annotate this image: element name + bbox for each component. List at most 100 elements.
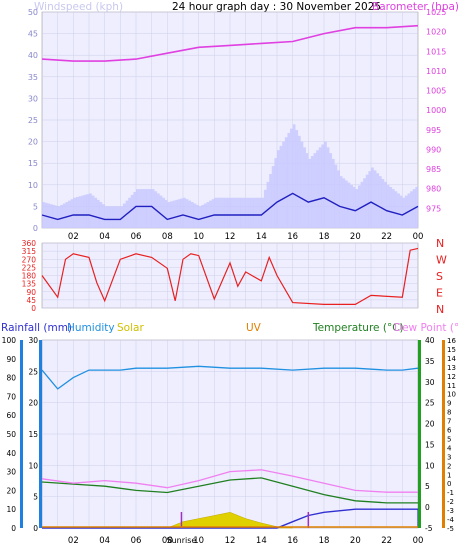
solar-legend: Solar	[117, 322, 144, 334]
gust-bar	[258, 197, 262, 228]
gust-bar	[243, 197, 246, 228]
compass-label: S	[436, 270, 443, 283]
gust-bar	[112, 206, 116, 228]
barometer-tick-label: 1025	[426, 8, 446, 17]
gust-bar	[402, 197, 406, 228]
humidity-tick-label: 70	[6, 392, 16, 401]
barometer-tick-label: 990	[426, 145, 441, 154]
temperature-tick-label: 30	[425, 378, 435, 387]
gust-bar	[295, 130, 299, 228]
humidity-tick-label: 30	[6, 468, 16, 477]
gust-bar	[284, 137, 288, 228]
time-tick-label: 22	[381, 232, 392, 242]
gust-bar	[133, 192, 137, 228]
dewpoint-tick-label: 6	[447, 427, 452, 435]
dewpoint-tick-label: 13	[447, 364, 456, 372]
sunrise-label: Sunrise	[167, 536, 197, 544]
temperature-tick-label: 25	[425, 399, 435, 408]
barometer-tick-label: 1000	[426, 106, 446, 115]
temperature-tick-label: 10	[425, 461, 435, 470]
humidity-tick-label: 100	[2, 336, 17, 345]
gust-bar	[102, 204, 105, 228]
dewpoint-tick-label: 12	[447, 373, 456, 381]
direction-tick-label: 360	[22, 239, 37, 248]
wind-tick-label: 20	[28, 138, 38, 147]
wind-tick-label: 40	[28, 51, 38, 60]
time-tick-label: 14	[256, 536, 267, 544]
time-tick-label: 16	[287, 536, 298, 544]
gust-bar	[256, 197, 259, 228]
time-tick-label: 18	[319, 232, 330, 242]
gust-bar	[381, 179, 385, 228]
wind-direction-line	[41, 247, 419, 305]
barometer-tick-label: 1015	[426, 47, 446, 56]
gust-bar	[65, 202, 69, 228]
gust-bar	[81, 195, 84, 228]
rain-tick-label: 0	[33, 524, 38, 533]
gust-bar	[75, 197, 79, 228]
rain-tick-label: 30	[28, 336, 38, 345]
gust-bar	[91, 195, 95, 228]
wind-tick-label: 35	[28, 73, 38, 82]
gust-bar	[68, 200, 71, 228]
gust-bar	[156, 193, 160, 228]
gust-bar	[337, 170, 340, 228]
gust-bar	[52, 204, 56, 228]
direction-tick-label: 45	[26, 296, 36, 305]
temperature-tick-label: -5	[425, 524, 433, 533]
wind-tick-label: 10	[28, 181, 38, 190]
dewpoint-line	[41, 469, 418, 493]
gust-bar	[107, 206, 111, 228]
gust-bar	[245, 197, 249, 228]
dewpoint-tick-label: 14	[447, 355, 456, 363]
wind-tick-label: 5	[33, 202, 38, 211]
gust-bar	[376, 173, 380, 228]
gust-bar	[331, 158, 335, 228]
gust-bar	[167, 202, 171, 228]
gust-bar	[342, 178, 346, 228]
gust-bar	[62, 203, 66, 228]
gust-bar	[391, 189, 395, 228]
gust-bar	[188, 200, 192, 228]
dewpoint-tick-label: 2	[447, 462, 451, 470]
gust-bar	[318, 147, 322, 228]
gust-bar	[49, 204, 53, 228]
compass-label: N	[436, 237, 444, 250]
gust-bar	[271, 166, 275, 228]
gust-bar	[266, 181, 270, 228]
gust-bar	[279, 145, 283, 228]
dewpoint-tick-label: 4	[447, 444, 452, 452]
time-tick-label: 16	[287, 232, 298, 242]
gust-bar	[159, 195, 163, 228]
gust-bar	[292, 124, 296, 228]
dewpoint-axis-bar	[442, 340, 445, 528]
dewpoint-tick-label: 1	[447, 471, 451, 479]
direction-tick-label: 315	[22, 247, 37, 256]
gust-bar	[128, 197, 131, 228]
gust-bar	[198, 206, 202, 228]
barometer-axis-title: Barometer (hpa)	[372, 1, 458, 13]
temperature-tick-label: 35	[425, 357, 435, 366]
gust-bar	[196, 204, 199, 228]
time-tick-label: 22	[381, 536, 392, 544]
barometer-line	[41, 24, 419, 62]
time-tick-label: 06	[131, 536, 142, 544]
gust-bar	[162, 197, 165, 228]
gust-bar	[290, 128, 293, 228]
dewpoint-tick-label: -1	[447, 489, 454, 497]
rain-tick-label: 25	[28, 367, 38, 376]
gust-bar	[277, 150, 280, 228]
gust-bar	[326, 147, 330, 228]
time-tick-label: 02	[68, 536, 79, 544]
direction-tick-label: 270	[22, 255, 37, 264]
time-tick-label: 10	[193, 232, 204, 242]
temperature-legend: Temperature (°C)	[312, 322, 404, 334]
gust-bar	[172, 200, 176, 228]
gust-bar	[120, 206, 124, 228]
gust-bar	[300, 141, 304, 228]
gust-bar	[138, 189, 142, 228]
dewpoint-tick-label: 7	[447, 418, 451, 426]
windspeed-axis-title: Windspeed (kph)	[34, 1, 123, 13]
dewpoint-tick-label: -5	[447, 525, 454, 533]
gust-bar	[180, 198, 184, 228]
